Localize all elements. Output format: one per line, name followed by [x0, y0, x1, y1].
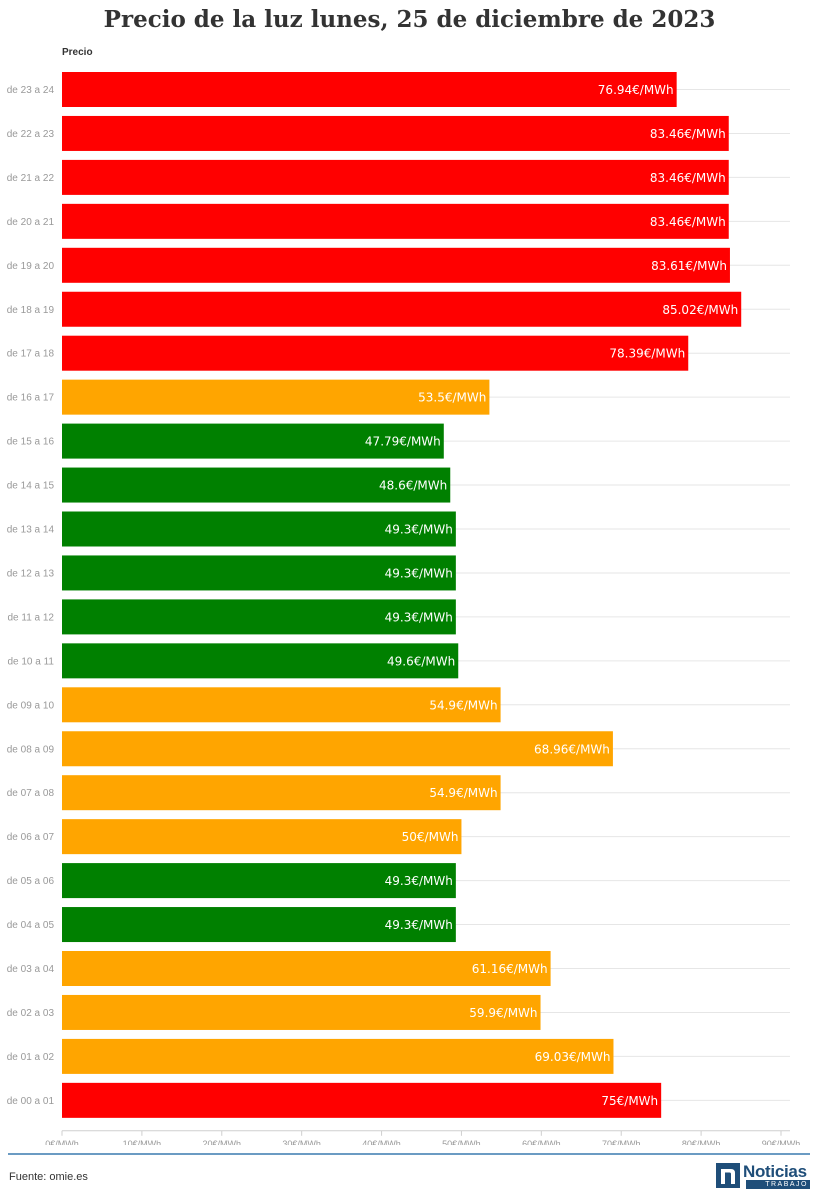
- category-label: de 15 a 16: [7, 437, 55, 448]
- value-label: 68.96€/MWh: [534, 742, 610, 756]
- category-label: de 18 a 19: [7, 305, 55, 316]
- value-label: 49.3€/MWh: [385, 566, 453, 580]
- x-tick-label: 80€/MWh: [682, 1139, 721, 1145]
- bar: [62, 775, 501, 811]
- category-label: de 21 a 22: [7, 173, 55, 184]
- bar: [62, 379, 490, 415]
- x-tick-label: 40€/MWh: [362, 1139, 401, 1145]
- bar: [62, 599, 456, 635]
- category-label: de 22 a 23: [7, 129, 55, 140]
- value-label: 78.39€/MWh: [609, 347, 685, 361]
- value-label: 49.3€/MWh: [385, 610, 453, 624]
- value-label: 76.94€/MWh: [598, 83, 674, 97]
- value-label: 48.6€/MWh: [379, 479, 447, 493]
- value-label: 49.3€/MWh: [385, 523, 453, 537]
- category-label: de 05 a 06: [7, 876, 55, 887]
- bar: [62, 731, 613, 767]
- value-label: 61.16€/MWh: [472, 962, 548, 976]
- bar: [62, 511, 456, 547]
- logo-wordmark: Noticias: [743, 1162, 807, 1181]
- bar: [62, 291, 742, 327]
- value-label: 83.46€/MWh: [650, 215, 726, 229]
- category-label: de 16 a 17: [7, 393, 55, 404]
- bar: [62, 1038, 614, 1074]
- value-label: 59.9€/MWh: [469, 1006, 537, 1020]
- category-label: de 19 a 20: [7, 261, 55, 272]
- category-label: de 11 a 12: [7, 612, 54, 623]
- bar: [62, 687, 501, 723]
- category-label: de 14 a 15: [7, 481, 55, 492]
- category-label: de 20 a 21: [7, 217, 55, 228]
- bar: [62, 994, 541, 1030]
- bar: [62, 819, 462, 855]
- value-label: 47.79€/MWh: [365, 435, 441, 449]
- category-label: de 07 a 08: [7, 788, 55, 799]
- category-label: de 09 a 10: [7, 700, 55, 711]
- bar: [62, 555, 456, 591]
- x-tick-label: 70€/MWh: [602, 1139, 641, 1145]
- bar-chart: de 23 a 24 76.94€/MWh de 22 a 23 83.46€/MWh…: [7, 72, 801, 1145]
- bar: [62, 643, 459, 679]
- category-label: de 23 a 24: [7, 85, 55, 96]
- bar: [62, 863, 456, 899]
- bar: [62, 115, 729, 151]
- source-text: Fuente: omie.es: [9, 1171, 88, 1183]
- x-tick-label: 60€/MWh: [522, 1139, 561, 1145]
- category-label: de 03 a 04: [7, 964, 55, 975]
- logo-mark-icon: [716, 1163, 740, 1188]
- value-label: 54.9€/MWh: [429, 698, 497, 712]
- value-label: 69.03€/MWh: [535, 1050, 611, 1064]
- value-label: 85.02€/MWh: [662, 303, 738, 317]
- value-label: 50€/MWh: [402, 830, 459, 844]
- category-label: de 00 a 01: [7, 1096, 55, 1107]
- bar: [62, 203, 729, 239]
- value-label: 83.46€/MWh: [650, 171, 726, 185]
- bar: [62, 72, 677, 107]
- chart-title: Precio de la luz lunes, 25 de diciembre …: [103, 6, 716, 33]
- footer-divider: [8, 1153, 810, 1155]
- series-label: Precio: [62, 47, 93, 58]
- bar: [62, 1082, 662, 1118]
- bar: [62, 247, 730, 283]
- bar: [62, 467, 451, 503]
- x-tick-label: 0€/MWh: [45, 1139, 79, 1145]
- category-label: de 10 a 11: [7, 656, 54, 667]
- value-label: 83.46€/MWh: [650, 127, 726, 141]
- value-label: 54.9€/MWh: [429, 786, 497, 800]
- category-label: de 02 a 03: [7, 1008, 55, 1019]
- bar: [62, 951, 551, 986]
- value-label: 49.3€/MWh: [385, 874, 453, 888]
- value-label: 49.6€/MWh: [387, 654, 455, 668]
- category-label: de 06 a 07: [7, 832, 55, 843]
- value-label: 75€/MWh: [601, 1094, 658, 1108]
- bar: [62, 335, 689, 371]
- category-label: de 08 a 09: [7, 744, 55, 755]
- x-tick-label: 30€/MWh: [282, 1139, 321, 1145]
- category-label: de 04 a 05: [7, 920, 55, 931]
- x-tick-label: 90€/MWh: [762, 1139, 801, 1145]
- value-label: 49.3€/MWh: [385, 918, 453, 932]
- bar: [62, 907, 456, 943]
- value-label: 53.5€/MWh: [418, 391, 486, 405]
- category-label: de 12 a 13: [7, 568, 55, 579]
- bar: [62, 423, 444, 459]
- category-label: de 13 a 14: [7, 525, 55, 536]
- value-label: 83.61€/MWh: [651, 259, 727, 273]
- x-tick-label: 10€/MWh: [123, 1139, 162, 1145]
- category-label: de 01 a 02: [7, 1052, 55, 1063]
- x-tick-label: 50€/MWh: [442, 1139, 481, 1145]
- category-label: de 17 a 18: [7, 349, 55, 360]
- noticias-trabajo-logo: Noticias TRABAJO: [716, 1162, 812, 1190]
- logo-subtitle: TRABAJO: [746, 1180, 810, 1189]
- x-tick-label: 20€/MWh: [203, 1139, 242, 1145]
- bar: [62, 159, 729, 195]
